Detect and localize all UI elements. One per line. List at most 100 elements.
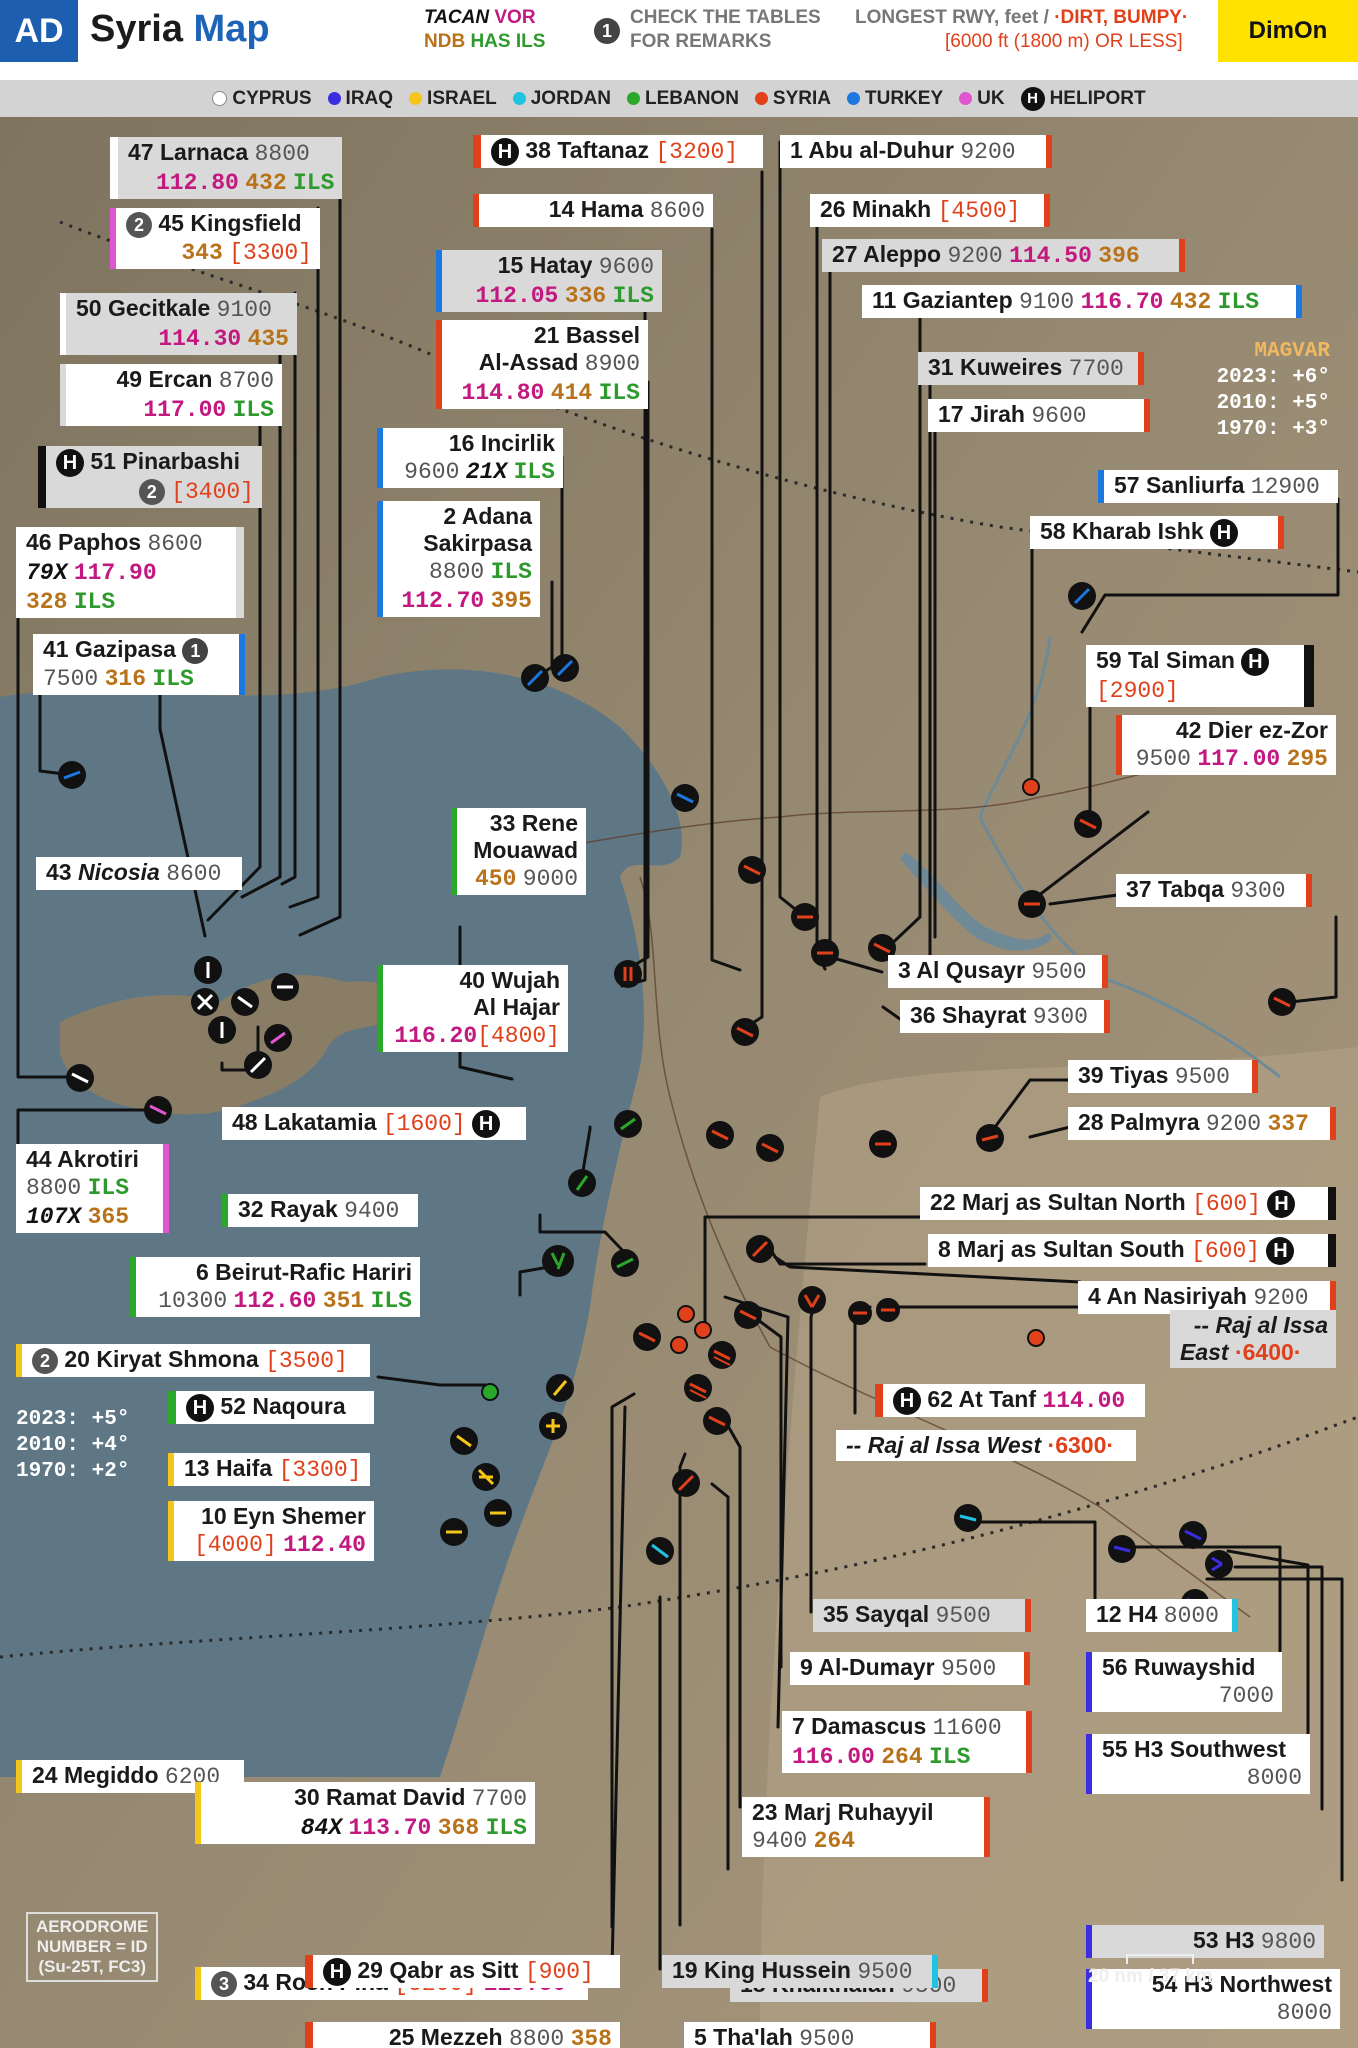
airport-47-label[interactable]: 47 Larnaca 8800 112.80 432 ILS xyxy=(110,137,342,199)
uk-dot-icon xyxy=(959,92,973,105)
airport-42-label[interactable]: 42 Dier ez-Zor 9500 117.00 295 xyxy=(1116,715,1336,775)
airport-28-label[interactable]: 28 Palmyra 9200 337 xyxy=(1068,1107,1336,1140)
leader-18 xyxy=(710,1482,730,1871)
airport-2-label[interactable]: 2 Adana Sakirpasa 8800 ILS 112.70 395 xyxy=(377,501,540,617)
airport-40-label[interactable]: 40 Wujah Al Hajar 116.20[4800] xyxy=(377,965,568,1052)
airport-raj-al-issa-east-label[interactable]: -- Raj al Issa East ·6400· xyxy=(1170,1310,1336,1368)
airport-14-label[interactable]: 14 Hama 8600 xyxy=(473,194,713,227)
ad-badge: AD xyxy=(0,0,78,62)
airport-31-label[interactable]: 31 Kuweires 7700 xyxy=(918,352,1144,385)
euphrates-lake xyxy=(900,852,1052,951)
airport-1-label[interactable]: 1 Abu al-Duhur 9200 xyxy=(780,135,1052,168)
airport-43-label[interactable]: 43 Nicosia 8600 xyxy=(36,857,242,890)
airport-12-label[interactable]: 12 H4 8000 xyxy=(1086,1599,1238,1632)
leader-37 xyxy=(1048,892,1127,906)
leader-56 xyxy=(1113,1545,1282,1669)
title-syria: Syria xyxy=(90,8,183,50)
airport-49-label[interactable]: 49 Ercan 8700 117.00 ILS xyxy=(60,364,282,426)
airport-48-label[interactable]: 48 Lakatamia [1600] H xyxy=(222,1107,526,1140)
leader-20 xyxy=(376,1375,492,1387)
airport-21-label[interactable]: 21 Bassel Al-Assad 8900 114.80 414 ILS xyxy=(436,320,648,409)
airport-5-label[interactable]: 5 Tha'lah 9500 xyxy=(684,2022,936,2048)
airport-54-label[interactable]: 54 H3 Northwest 8000 xyxy=(1086,1969,1340,2029)
fir-boundary-north xyxy=(59,220,1358,574)
airport-7-label[interactable]: 7 Damascus 11600 116.00 264 ILS xyxy=(782,1711,1032,1773)
airport-27-label[interactable]: 27 Aleppo 9200 114.50 396 xyxy=(822,239,1185,272)
airport-29-label[interactable]: H 29 Qabr as Sitt [900] xyxy=(305,1955,620,1988)
syria-dot-icon xyxy=(754,92,768,105)
airport-56-label[interactable]: 56 Ruwayshid 7000 xyxy=(1086,1652,1282,1712)
airport-53-label[interactable]: 53 H3 9800 xyxy=(1086,1925,1324,1958)
leader-49 xyxy=(240,346,282,899)
airport-62-label[interactable]: H 62 At Tanf 114.00 xyxy=(875,1384,1145,1417)
airport-23-label[interactable]: 23 Marj Ruhayyil 9400 264 xyxy=(742,1797,990,1857)
airport-55-label[interactable]: 55 H3 Southwest 8000 xyxy=(1086,1734,1310,1794)
airport-35-label[interactable]: 35 Sayqal 9500 xyxy=(813,1599,1031,1632)
airport-38-label[interactable]: H 38 Taftanaz [3200] xyxy=(473,135,763,168)
airport-6-label[interactable]: 6 Beirut-Rafic Hariri 10300 112.60 351 I… xyxy=(130,1257,420,1317)
leader-25 xyxy=(610,1392,636,1929)
airport-58-label[interactable]: 58 Kharab Ishk H xyxy=(1030,516,1284,549)
airport-51-label[interactable]: H 51 Pinarbashi 2 [3400] xyxy=(38,446,262,508)
airport-41-label[interactable]: 41 Gazipasa 1 7500 316 ILS xyxy=(33,634,245,695)
airport-32-label[interactable]: 32 Rayak 9400 xyxy=(222,1194,418,1227)
airport-45-label[interactable]: 2 45 Kingsfield 343 [3300] xyxy=(110,208,320,269)
leader-5 xyxy=(678,1452,687,1927)
airport-17-label[interactable]: 17 Jirah 9600 xyxy=(928,399,1150,432)
title-map: Map xyxy=(193,8,270,50)
remark-line-1: CHECK THE TABLES xyxy=(630,7,821,28)
airport-37-label[interactable]: 37 Tabqa 9300 xyxy=(1116,874,1312,907)
airport-10-label[interactable]: 10 Eyn Shemer [4000] 112.40 xyxy=(168,1501,374,1561)
airport-4-label[interactable]: 4 An Nasiriyah 9200 xyxy=(1078,1281,1336,1314)
airport-20-label[interactable]: 2 20 Kiryat Shmona [3500] xyxy=(16,1344,370,1377)
airport-15-label[interactable]: 15 Hatay 9600 112.05 336 ILS xyxy=(436,250,662,312)
legend-turkey: TURKEY xyxy=(847,88,943,110)
airport-22-label[interactable]: 22 Marj as Sultan North [600] H xyxy=(920,1187,1336,1220)
leader-45 xyxy=(288,206,320,909)
map-area[interactable]: MAGVAR 2023: +6° 2010: +5° 1970: +3° 2023: … xyxy=(0,117,1358,2048)
rwy-legend-line-1: LONGEST RWY, feet / ·DIRT, BUMPY· xyxy=(855,7,1189,28)
leader-1 xyxy=(778,140,807,919)
airport-8-label[interactable]: 8 Marj as Sultan South [600] H xyxy=(928,1234,1336,1267)
airport-36-label[interactable]: 36 Shayrat 9300 xyxy=(900,1000,1110,1033)
leader-46 xyxy=(16,595,82,1079)
airport-19-label[interactable]: 19 King Hussein 9500 xyxy=(662,1955,938,1988)
airport-25-label[interactable]: 25 Mezzeh 8800 358 xyxy=(305,2022,620,2048)
heliport-icon: H xyxy=(186,1393,214,1422)
airport-16-label[interactable]: 16 Incirlik 9600 21X ILS xyxy=(377,428,563,488)
country-legend: CYPRUS IRAQ ISRAEL JORDAN LEBANON SYRIA … xyxy=(0,80,1358,117)
leader-55 xyxy=(1226,1549,1310,1749)
airport-39-label[interactable]: 39 Tiyas 9500 xyxy=(1068,1060,1258,1093)
airport-46-label[interactable]: 46 Paphos 8600 79X 117.90 328 ILS xyxy=(16,527,244,618)
airport-57-label[interactable]: 57 Sanliurfa 12900 xyxy=(1098,470,1338,503)
lebanon-dot-icon xyxy=(626,92,640,105)
airport-59-label[interactable]: 59 Tal Siman H [2900] xyxy=(1086,645,1314,707)
jordan-dot-icon xyxy=(512,92,526,105)
brand-dimon: DimOn xyxy=(1218,0,1358,62)
heliport-icon: H xyxy=(1267,1189,1296,1218)
airport-11-label[interactable]: 11 Gaziantep 9100 116.70 432 ILS xyxy=(862,285,1302,318)
leader-28 xyxy=(1288,915,1338,1004)
airport-13-label[interactable]: 13 Haifa [3300] xyxy=(168,1453,370,1486)
legend-israel: ISRAEL xyxy=(409,88,497,110)
airport-raj-al-issa-west-label[interactable]: -- Raj al Issa West ·6300· xyxy=(836,1430,1136,1461)
leader-48 xyxy=(220,1025,260,1072)
airport-30-label[interactable]: 30 Ramat David 7700 84X 113.70 368 ILS xyxy=(195,1782,535,1844)
airport-3-label[interactable]: 3 Al Qusayr 9500 xyxy=(888,955,1108,988)
airport-9-label[interactable]: 9 Al-Dumayr 9500 xyxy=(790,1652,1030,1685)
leader-54 xyxy=(1205,1577,1344,1882)
airport-44-label[interactable]: 44 Akrotiri 8800 ILS 107X 365 xyxy=(16,1144,169,1233)
leader-27 xyxy=(828,255,884,974)
scale-bar: 20 nm / 37 km xyxy=(1088,1954,1213,1988)
leader-14 xyxy=(710,227,742,972)
airport-26-label[interactable]: 26 Minakh [4500] xyxy=(810,194,1050,227)
border-lines xyxy=(559,736,1291,1618)
airport-52-label[interactable]: H 52 Naqoura xyxy=(168,1391,374,1424)
leader-29 xyxy=(610,1405,627,1971)
leader-40 xyxy=(580,1125,592,1179)
leader-44 xyxy=(16,1108,160,1149)
airport-50-label[interactable]: 50 Gecitkale 9100 114.30 435 xyxy=(60,293,297,355)
scale-bar-graphic xyxy=(1126,1954,1194,1964)
legend-iraq: IRAQ xyxy=(327,88,393,110)
airport-33-label[interactable]: 33 Rene Mouawad 450 9000 xyxy=(451,808,586,895)
